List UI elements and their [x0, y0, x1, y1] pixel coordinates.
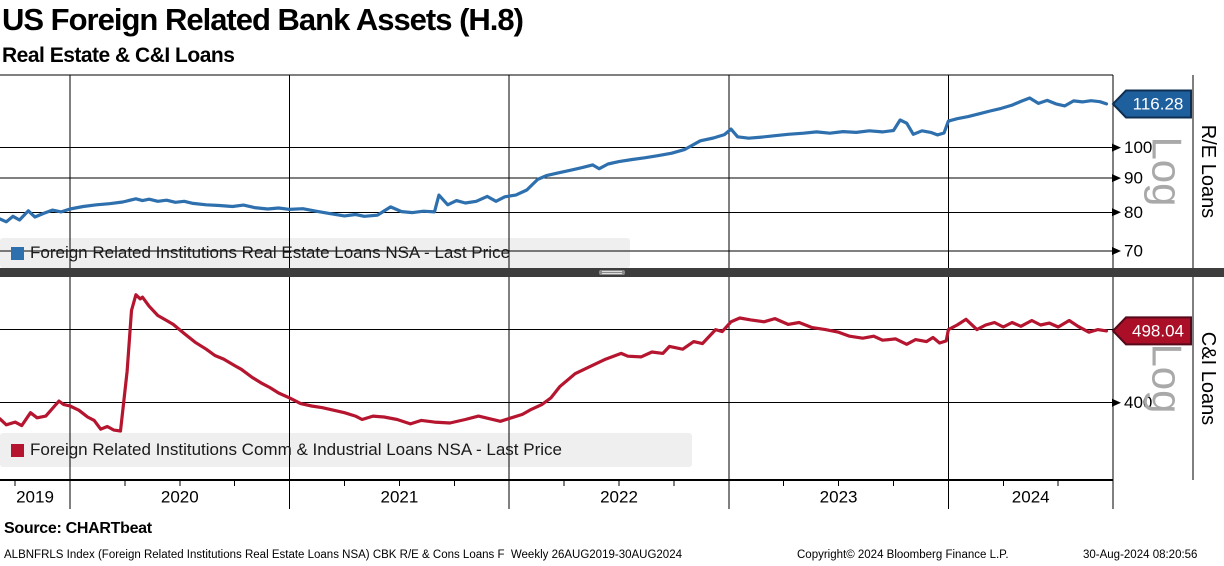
x-year-label: 2019: [16, 488, 54, 507]
panel-divider: [0, 268, 1224, 277]
tick-arrow-icon: [1112, 174, 1121, 183]
tick-arrow-icon: [1112, 246, 1121, 255]
last-price-badge: [1111, 316, 1192, 346]
x-year-label: 2024: [1012, 488, 1050, 507]
legend-background: [0, 433, 692, 467]
ci-series-swatch-icon: [11, 443, 24, 457]
panel-divider-handle-icon[interactable]: [599, 270, 625, 275]
x-year-label: 2021: [380, 488, 418, 507]
last-price-badge-value: 116.28: [1133, 94, 1184, 113]
y-tick-label: 70: [1124, 241, 1143, 260]
log-scale-watermark: Log: [1144, 343, 1191, 413]
y-tick-label: 100: [1124, 138, 1152, 157]
footer-copyright: Copyright© 2024 Bloomberg Finance L.P.: [797, 549, 1009, 561]
tick-arrow-icon: [1112, 143, 1121, 152]
chart-subtitle: Real Estate & C&I Loans: [2, 44, 235, 67]
legend-re-loans: Foreign Related Institutions Real Estate…: [11, 243, 510, 263]
x-year-label: 2023: [820, 488, 858, 507]
y-tick-label: 80: [1124, 203, 1143, 222]
footer-timestamp: 30-Aug-2024 08:20:56: [1083, 549, 1198, 561]
panel-name-label: C&I Loans: [1197, 332, 1219, 425]
re-series-swatch-icon: [11, 246, 24, 260]
panel-name-label: R/E Loans: [1197, 125, 1219, 218]
y-tick-label: 400: [1124, 393, 1152, 412]
series-line: [0, 96, 1109, 224]
footer-instrument: ALBNFRLS Index (Foreign Related Institut…: [4, 549, 682, 561]
x-year-label: 2020: [161, 488, 199, 507]
x-year-label: 2022: [600, 488, 638, 507]
legend-label: Foreign Related Institutions Real Estate…: [30, 243, 511, 262]
series-line: [0, 293, 1109, 433]
legend-label: Foreign Related Institutions Comm & Indu…: [30, 440, 562, 459]
last-price-badge: [1111, 89, 1192, 119]
legend-background: [0, 238, 630, 268]
tick-arrow-icon: [1112, 398, 1121, 407]
source-line: Source: CHARTbeat: [4, 520, 152, 537]
chart-title: US Foreign Related Bank Assets (H.8): [2, 2, 524, 37]
tick-arrow-icon: [1112, 208, 1121, 217]
legend-ci-loans: Foreign Related Institutions Comm & Indu…: [11, 440, 562, 460]
y-tick-label: 90: [1124, 169, 1143, 188]
log-scale-watermark: Log: [1144, 136, 1191, 206]
last-price-badge-value: 498.04: [1132, 321, 1184, 340]
